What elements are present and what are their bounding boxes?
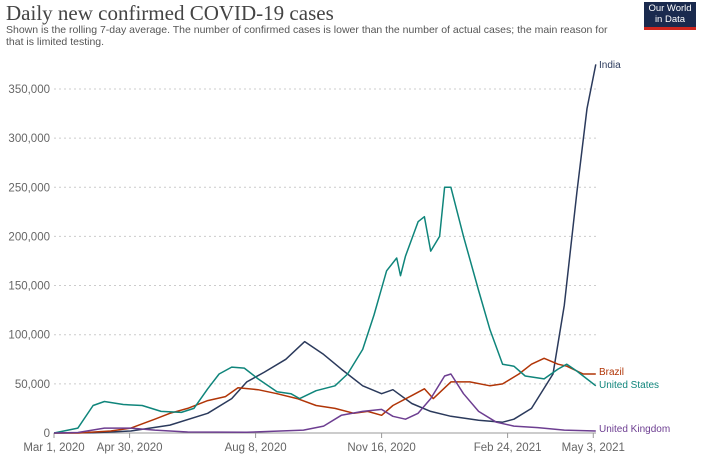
series-label: India [599, 60, 621, 71]
y-tick-label: 100,000 [8, 330, 50, 342]
series-label: United Kingdom [599, 424, 670, 435]
y-tick-label: 200,000 [8, 231, 50, 243]
chart-subtitle: Shown is the rolling 7-day average. The … [6, 24, 608, 48]
x-tick-label: May 3, 2021 [562, 442, 625, 454]
series-line-brazil [54, 357, 596, 434]
series-line-united-states [53, 186, 597, 434]
chart-title: Daily new confirmed COVID-19 cases [6, 1, 334, 25]
y-tick-label: 150,000 [8, 281, 50, 293]
x-tick-label: Aug 8, 2020 [225, 442, 287, 454]
x-tick-label: Mar 1, 2020 [23, 442, 84, 454]
y-tick-label: 0 [44, 428, 50, 440]
series-label: United States [599, 380, 659, 391]
owid-logo[interactable]: Our World in Data [644, 2, 696, 30]
series-label: Brazil [599, 367, 624, 378]
x-tick-label: Nov 16, 2020 [347, 442, 415, 454]
x-tick-label: Feb 24, 2021 [474, 442, 542, 454]
y-tick-label: 50,000 [15, 379, 50, 391]
y-tick-label: 250,000 [8, 182, 50, 194]
x-tick-label: Apr 30, 2020 [97, 442, 163, 454]
y-tick-label: 300,000 [8, 133, 50, 145]
y-tick-label: 350,000 [8, 84, 50, 96]
series-line-india [53, 64, 597, 434]
series-line-united-kingdom [53, 373, 596, 434]
